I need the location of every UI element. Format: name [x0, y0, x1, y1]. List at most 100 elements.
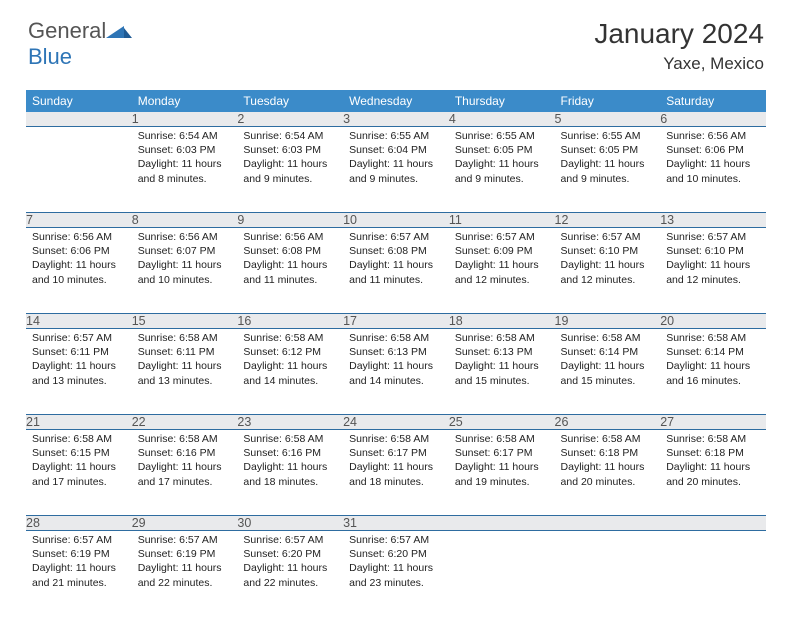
day-details: Sunrise: 6:56 AMSunset: 6:06 PMDaylight:…: [660, 127, 766, 192]
day-details: Sunrise: 6:58 AMSunset: 6:18 PMDaylight:…: [555, 430, 661, 495]
day-details: Sunrise: 6:58 AMSunset: 6:16 PMDaylight:…: [237, 430, 343, 495]
day-cell: Sunrise: 6:58 AMSunset: 6:16 PMDaylight:…: [132, 430, 238, 516]
day-cell: Sunrise: 6:57 AMSunset: 6:10 PMDaylight:…: [555, 228, 661, 314]
day-number: [555, 516, 661, 531]
day-number: 4: [449, 112, 555, 127]
day-details: Sunrise: 6:57 AMSunset: 6:11 PMDaylight:…: [26, 329, 132, 394]
day-cell: Sunrise: 6:57 AMSunset: 6:11 PMDaylight:…: [26, 329, 132, 415]
day-cell: Sunrise: 6:57 AMSunset: 6:20 PMDaylight:…: [343, 531, 449, 617]
day-number: 9: [237, 213, 343, 228]
day-details: Sunrise: 6:58 AMSunset: 6:15 PMDaylight:…: [26, 430, 132, 495]
day-number: 25: [449, 415, 555, 430]
day-number: 5: [555, 112, 661, 127]
day-cell: Sunrise: 6:55 AMSunset: 6:05 PMDaylight:…: [449, 127, 555, 213]
day-cell: Sunrise: 6:55 AMSunset: 6:04 PMDaylight:…: [343, 127, 449, 213]
brand-part2: Blue: [28, 44, 72, 69]
day-number: 3: [343, 112, 449, 127]
day-details: Sunrise: 6:56 AMSunset: 6:07 PMDaylight:…: [132, 228, 238, 293]
day-number: [660, 516, 766, 531]
day-number: 20: [660, 314, 766, 329]
day-cell: Sunrise: 6:56 AMSunset: 6:08 PMDaylight:…: [237, 228, 343, 314]
day-cell: Sunrise: 6:54 AMSunset: 6:03 PMDaylight:…: [237, 127, 343, 213]
day-number: 28: [26, 516, 132, 531]
day-cell: [449, 531, 555, 617]
day-details: Sunrise: 6:55 AMSunset: 6:04 PMDaylight:…: [343, 127, 449, 192]
day-details: Sunrise: 6:56 AMSunset: 6:08 PMDaylight:…: [237, 228, 343, 293]
weekday-header: Wednesday: [343, 90, 449, 112]
day-cell: Sunrise: 6:58 AMSunset: 6:17 PMDaylight:…: [343, 430, 449, 516]
brand-part1: General: [28, 18, 106, 43]
day-number: 30: [237, 516, 343, 531]
day-number: [449, 516, 555, 531]
day-details: Sunrise: 6:56 AMSunset: 6:06 PMDaylight:…: [26, 228, 132, 293]
day-details: Sunrise: 6:54 AMSunset: 6:03 PMDaylight:…: [237, 127, 343, 192]
day-details: Sunrise: 6:58 AMSunset: 6:14 PMDaylight:…: [555, 329, 661, 394]
brand-mark-icon: [106, 18, 132, 44]
day-number: 22: [132, 415, 238, 430]
day-cell: Sunrise: 6:57 AMSunset: 6:19 PMDaylight:…: [132, 531, 238, 617]
day-cell: Sunrise: 6:55 AMSunset: 6:05 PMDaylight:…: [555, 127, 661, 213]
day-details: Sunrise: 6:58 AMSunset: 6:16 PMDaylight:…: [132, 430, 238, 495]
day-number: 18: [449, 314, 555, 329]
day-cell: Sunrise: 6:56 AMSunset: 6:06 PMDaylight:…: [26, 228, 132, 314]
page-header: GeneralBlue January 2024 Yaxe, Mexico: [0, 0, 792, 80]
day-number: 21: [26, 415, 132, 430]
day-details: Sunrise: 6:58 AMSunset: 6:13 PMDaylight:…: [449, 329, 555, 394]
month-title: January 2024: [594, 18, 764, 50]
day-cell: Sunrise: 6:58 AMSunset: 6:15 PMDaylight:…: [26, 430, 132, 516]
day-details: Sunrise: 6:58 AMSunset: 6:14 PMDaylight:…: [660, 329, 766, 394]
day-number: 23: [237, 415, 343, 430]
day-number: 11: [449, 213, 555, 228]
day-cell: Sunrise: 6:58 AMSunset: 6:12 PMDaylight:…: [237, 329, 343, 415]
day-cell: Sunrise: 6:57 AMSunset: 6:19 PMDaylight:…: [26, 531, 132, 617]
weekday-header: Thursday: [449, 90, 555, 112]
day-cell: Sunrise: 6:58 AMSunset: 6:13 PMDaylight:…: [343, 329, 449, 415]
day-cell: Sunrise: 6:54 AMSunset: 6:03 PMDaylight:…: [132, 127, 238, 213]
calendar-body: 123456 Sunrise: 6:54 AMSunset: 6:03 PMDa…: [26, 112, 766, 617]
day-details: Sunrise: 6:57 AMSunset: 6:20 PMDaylight:…: [343, 531, 449, 596]
day-cell: [26, 127, 132, 213]
day-details: Sunrise: 6:58 AMSunset: 6:18 PMDaylight:…: [660, 430, 766, 495]
day-number: 27: [660, 415, 766, 430]
day-cell: Sunrise: 6:58 AMSunset: 6:17 PMDaylight:…: [449, 430, 555, 516]
day-cell: Sunrise: 6:58 AMSunset: 6:11 PMDaylight:…: [132, 329, 238, 415]
day-number: 13: [660, 213, 766, 228]
day-number: 24: [343, 415, 449, 430]
day-number: 7: [26, 213, 132, 228]
day-details: Sunrise: 6:57 AMSunset: 6:20 PMDaylight:…: [237, 531, 343, 596]
day-cell: Sunrise: 6:57 AMSunset: 6:09 PMDaylight:…: [449, 228, 555, 314]
day-cell: Sunrise: 6:56 AMSunset: 6:07 PMDaylight:…: [132, 228, 238, 314]
weekday-header: Monday: [132, 90, 238, 112]
day-cell: Sunrise: 6:58 AMSunset: 6:14 PMDaylight:…: [555, 329, 661, 415]
day-number: 1: [132, 112, 238, 127]
weekday-header: Friday: [555, 90, 661, 112]
day-cell: [660, 531, 766, 617]
day-details: Sunrise: 6:57 AMSunset: 6:09 PMDaylight:…: [449, 228, 555, 293]
day-number: 6: [660, 112, 766, 127]
day-details: Sunrise: 6:58 AMSunset: 6:12 PMDaylight:…: [237, 329, 343, 394]
day-details: Sunrise: 6:57 AMSunset: 6:08 PMDaylight:…: [343, 228, 449, 293]
weekday-header: Sunday: [26, 90, 132, 112]
day-details: Sunrise: 6:58 AMSunset: 6:17 PMDaylight:…: [343, 430, 449, 495]
calendar-table: SundayMondayTuesdayWednesdayThursdayFrid…: [26, 90, 766, 617]
weekday-header: Tuesday: [237, 90, 343, 112]
day-number: 26: [555, 415, 661, 430]
day-cell: Sunrise: 6:56 AMSunset: 6:06 PMDaylight:…: [660, 127, 766, 213]
day-details: Sunrise: 6:58 AMSunset: 6:17 PMDaylight:…: [449, 430, 555, 495]
day-cell: Sunrise: 6:58 AMSunset: 6:18 PMDaylight:…: [555, 430, 661, 516]
day-details: Sunrise: 6:55 AMSunset: 6:05 PMDaylight:…: [555, 127, 661, 192]
day-details: Sunrise: 6:58 AMSunset: 6:13 PMDaylight:…: [343, 329, 449, 394]
day-number: 16: [237, 314, 343, 329]
day-details: Sunrise: 6:55 AMSunset: 6:05 PMDaylight:…: [449, 127, 555, 192]
day-number: 10: [343, 213, 449, 228]
day-cell: Sunrise: 6:58 AMSunset: 6:16 PMDaylight:…: [237, 430, 343, 516]
day-details: Sunrise: 6:54 AMSunset: 6:03 PMDaylight:…: [132, 127, 238, 192]
day-cell: Sunrise: 6:57 AMSunset: 6:20 PMDaylight:…: [237, 531, 343, 617]
day-number: 2: [237, 112, 343, 127]
location-label: Yaxe, Mexico: [594, 54, 764, 74]
day-details: Sunrise: 6:57 AMSunset: 6:19 PMDaylight:…: [26, 531, 132, 596]
day-number: [26, 112, 132, 127]
calendar-header-row: SundayMondayTuesdayWednesdayThursdayFrid…: [26, 90, 766, 112]
day-number: 14: [26, 314, 132, 329]
title-block: January 2024 Yaxe, Mexico: [594, 18, 764, 74]
